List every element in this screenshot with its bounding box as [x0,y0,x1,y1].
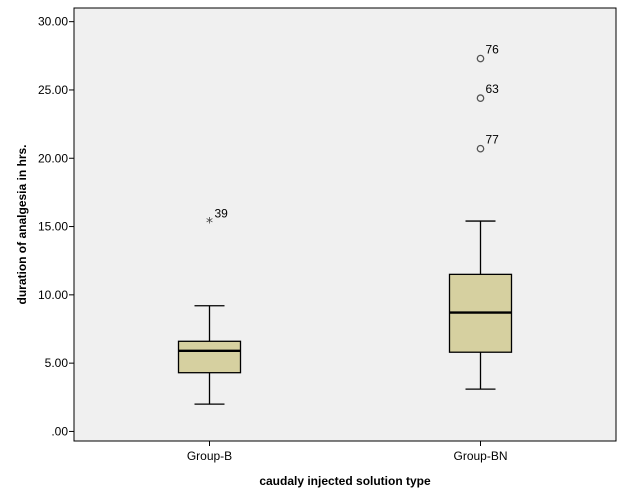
y-axis-title: duration of analgesia in hrs. [15,144,29,304]
y-tick-label: 30.00 [38,15,68,29]
x-axis: Group-B Group-BN [187,441,508,463]
y-tick-label: 25.00 [38,83,68,97]
y-tick-label: 20.00 [38,151,68,165]
y-tick-label: 5.00 [45,356,69,370]
box-group-group-bn: 76 63 77 [448,43,513,390]
outlier-star-marker: * [206,215,213,231]
plot-area [73,7,617,442]
outlier-label: 63 [486,82,500,96]
y-axis: .00 5.00 10.00 15.00 20.00 25.00 30.00 [38,15,74,438]
x-tick-label: Group-BN [453,449,507,463]
y-tick-label: 10.00 [38,288,68,302]
outlier-label: 77 [486,133,500,147]
x-axis-title: caudaly injected solution type [259,474,431,488]
boxes-layer: *39 76 63 77 [177,43,513,405]
x-tick-label: Group-B [187,449,232,463]
box-group-group-b: *39 [177,206,242,405]
outlier-circle-marker [476,94,485,103]
outlier-label: 39 [215,206,229,220]
outlier-circle-marker [476,144,485,153]
y-tick-label: 15.00 [38,220,68,234]
outlier-label: 76 [486,43,500,57]
outlier-circle-marker [476,54,485,63]
iqr-box [177,340,242,374]
y-tick-label: .00 [51,424,68,438]
